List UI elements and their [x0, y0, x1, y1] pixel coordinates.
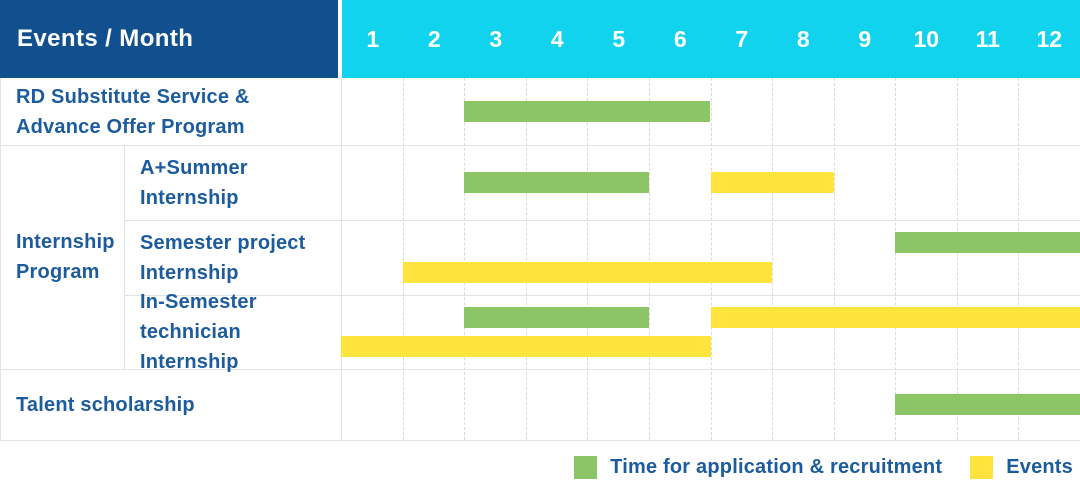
row-label-in-semester-technician-internship: In-Semester technician Internship [124, 291, 341, 373]
legend-events-label: Events [1006, 456, 1073, 478]
month-label-4: 4 [550, 25, 564, 52]
month-label-12: 12 [1036, 25, 1063, 52]
green-swatch [574, 456, 598, 479]
month-label-7: 7 [735, 25, 749, 52]
legend-events: Events [970, 456, 1073, 479]
a-plus-summer-internship-yellow-bar [710, 172, 834, 193]
month-gridline-9 [895, 78, 897, 440]
talent-scholarship-green-bar [895, 394, 1080, 415]
row-label-rd-substitute-service-line: Advance Offer Program [16, 115, 245, 138]
row-label-a-plus-summer-internship: A+Summer Internship [124, 145, 341, 220]
row-label-semester-project-internship-line: Semester project [140, 231, 306, 254]
table-left-border [0, 78, 1, 440]
row-label-a-plus-summer-internship-line: A+Summer [140, 156, 248, 179]
group-label-internship-program-line: Internship [16, 231, 115, 253]
group-label-internship-program: Internship Program [0, 145, 124, 369]
row-label-in-semester-technician-internship-line: technician Internship [140, 321, 241, 373]
month-gridline-6 [710, 78, 712, 440]
sublabel-column-border [124, 145, 125, 369]
row-separator-4 [0, 440, 1080, 441]
row-separator-2 [124, 295, 1080, 296]
row-label-talent-scholarship-line: Talent scholarship [16, 393, 195, 416]
in-semester-technician-internship-yellow-bar [710, 307, 1080, 328]
month-label-11: 11 [975, 25, 1000, 52]
legend: Time for application & recruitment Events [546, 456, 1073, 479]
month-header-row: 1 2 3 4 5 6 7 8 9 10 11 12 [342, 0, 1080, 78]
in-semester-technician-internship-green-bar [464, 307, 649, 328]
label-column-border [341, 78, 342, 440]
row-label-semester-project-internship: Semester project Internship [124, 220, 341, 295]
month-gridline-2 [464, 78, 466, 440]
month-gridline-5 [648, 78, 650, 440]
row-label-semester-project-internship-line: Internship [140, 261, 239, 284]
legend-application-recruitment: Time for application & recruitment [574, 456, 942, 479]
events-month-title: Events / Month [17, 25, 194, 52]
row-separator-1 [124, 220, 1080, 221]
month-gridline-3 [525, 78, 527, 440]
group-label-internship-program-line: Program [16, 261, 100, 283]
month-label-1: 1 [366, 25, 380, 52]
month-label-6: 6 [673, 25, 687, 52]
month-gridline-4 [587, 78, 589, 440]
legend-application-recruitment-label: Time for application & recruitment [610, 456, 943, 478]
month-gridline-11 [1018, 78, 1020, 440]
month-label-3: 3 [489, 25, 503, 52]
month-gridline-10 [956, 78, 958, 440]
month-label-10: 10 [913, 25, 940, 52]
month-label-8: 8 [796, 25, 810, 52]
a-plus-summer-internship-green-bar [464, 172, 649, 193]
month-gridline-8 [833, 78, 835, 440]
month-label-2: 2 [427, 25, 441, 52]
month-label-9: 9 [858, 25, 872, 52]
row-label-talent-scholarship: Talent scholarship [0, 369, 341, 440]
row-label-rd-substitute-service: RD Substitute Service & Advance Offer Pro… [0, 78, 341, 145]
row-label-a-plus-summer-internship-line: Internship [140, 186, 239, 209]
in-semester-technician-internship-yellow-bar [341, 336, 711, 357]
semester-project-internship-yellow-bar [402, 262, 773, 283]
semester-project-internship-green-bar [895, 232, 1080, 253]
month-gridline-7 [772, 78, 774, 440]
month-gridline-1 [402, 78, 404, 440]
row-separator-3 [0, 369, 1080, 370]
rd-substitute-service-green-bar [464, 101, 711, 122]
row-label-rd-substitute-service-line: RD Substitute Service & [16, 85, 250, 108]
month-label-5: 5 [612, 25, 626, 52]
yellow-swatch [970, 456, 994, 479]
events-month-header-cell: Events / Month [0, 0, 338, 78]
row-separator-0 [0, 145, 1080, 146]
row-label-in-semester-technician-internship-line: In-Semester [140, 291, 257, 313]
